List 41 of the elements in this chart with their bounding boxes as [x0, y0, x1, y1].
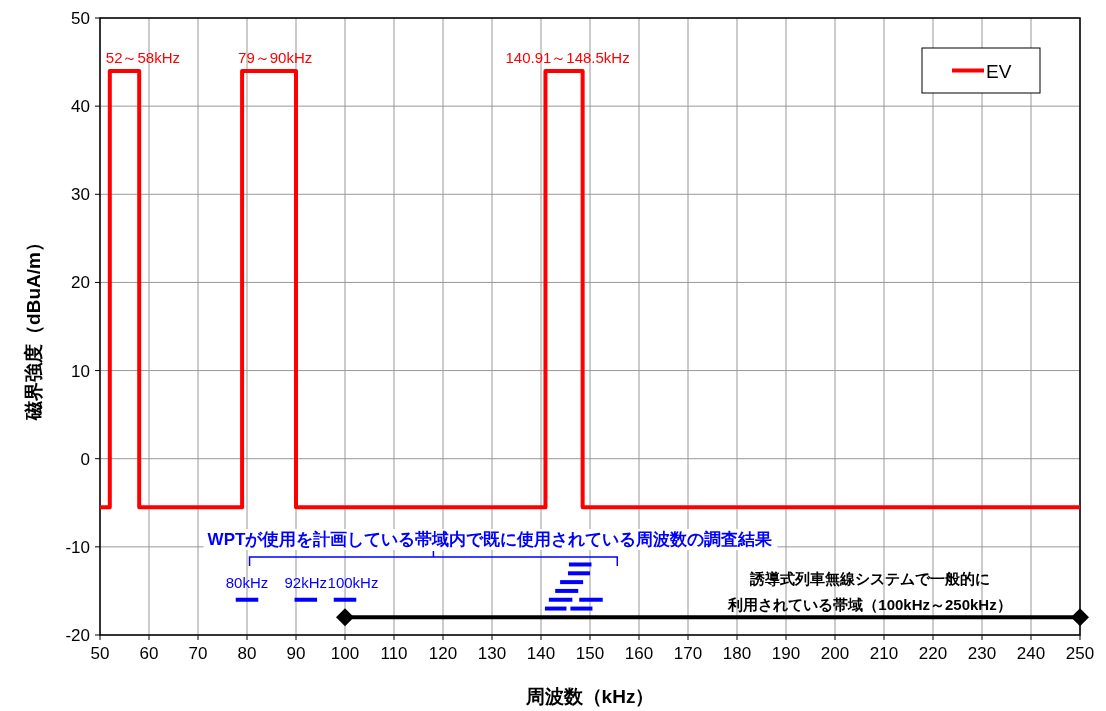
annotation: 92kHz: [284, 573, 328, 591]
annotation: 52～58kHz: [105, 48, 180, 66]
annotation: WPTが使用を計画している帯域内で既に使用されている周波数の調査結果: [207, 530, 774, 549]
legend-label: EV: [986, 60, 1012, 82]
annotation: 誘導式列車無線システムで一般的に: [749, 570, 990, 587]
x-tick-label: 70: [188, 644, 208, 663]
annotation: 利用されている帯域（100kHz～250kHz）: [727, 596, 1012, 613]
x-tick-label: 130: [477, 644, 507, 663]
y-tick-label: 0: [80, 449, 90, 469]
x-tick-label: 240: [1016, 644, 1046, 663]
x-tick-label: 230: [967, 644, 997, 663]
x-tick-label: 50: [90, 644, 110, 663]
x-tick-label: 60: [139, 644, 159, 663]
x-tick-label: 220: [918, 644, 948, 663]
x-tick-label: 100: [330, 644, 360, 663]
x-tick-label: 140: [526, 644, 556, 663]
x-tick-label: 150: [575, 644, 605, 663]
x-tick-label: 120: [428, 644, 458, 663]
x-tick-label: 90: [286, 644, 306, 663]
y-tick-label: -20: [65, 626, 90, 645]
x-tick-label: 80: [237, 644, 257, 663]
x-tick-label: 200: [820, 644, 850, 663]
x-tick-label: 180: [722, 644, 752, 663]
annotation: 79～90kHz: [238, 48, 313, 66]
y-tick-label: 10: [71, 361, 90, 381]
y-tick-label: 30: [71, 185, 90, 205]
x-tick-label: 190: [771, 644, 801, 663]
x-tick-label: 170: [673, 644, 703, 663]
x-tick-label: 250: [1065, 644, 1095, 663]
annotation: 100kHz: [327, 573, 379, 591]
y-tick-label: -10: [65, 537, 90, 557]
y-axis-title: 磁界強度（dBuA/m）: [23, 233, 44, 421]
x-axis-title: 周波数（kHz）: [524, 686, 655, 707]
y-tick-label: 40: [71, 97, 90, 117]
annotation: 140.91～148.5kHz: [505, 48, 630, 66]
annotation: 80kHz: [225, 573, 269, 591]
y-tick-label: 20: [71, 273, 90, 293]
x-tick-label: 160: [624, 644, 654, 663]
x-tick-label: 110: [380, 644, 408, 663]
x-tick-label: 210: [869, 644, 899, 663]
y-tick-label: 50: [71, 9, 90, 28]
